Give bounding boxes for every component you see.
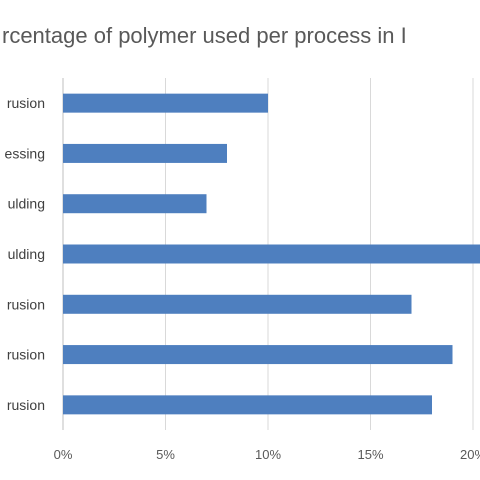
category-label: ulding xyxy=(8,246,45,262)
x-axis-ticks: 0% 5% 10% 15% 20% xyxy=(54,447,480,462)
category-label: rusion xyxy=(7,347,45,363)
tick-label: 20% xyxy=(460,447,480,462)
bar xyxy=(63,194,207,214)
bar xyxy=(63,345,453,365)
category-label: ulding xyxy=(8,196,45,212)
category-label: rusion xyxy=(7,296,45,312)
chart-title: rcentage of polymer used per process in … xyxy=(2,23,407,48)
tick-label: 5% xyxy=(156,447,175,462)
category-label: essing xyxy=(5,145,45,161)
bars xyxy=(63,93,480,415)
bar xyxy=(63,395,432,415)
tick-label: 15% xyxy=(357,447,383,462)
tick-label: 0% xyxy=(54,447,73,462)
tick-label: 10% xyxy=(255,447,281,462)
bar xyxy=(63,93,268,113)
bar xyxy=(63,143,227,163)
category-label: rusion xyxy=(7,397,45,413)
category-labels: rusion essing ulding ulding rusion rusion rusi… xyxy=(5,95,45,413)
bar xyxy=(63,294,412,314)
bar xyxy=(63,244,480,264)
category-label: rusion xyxy=(7,95,45,111)
